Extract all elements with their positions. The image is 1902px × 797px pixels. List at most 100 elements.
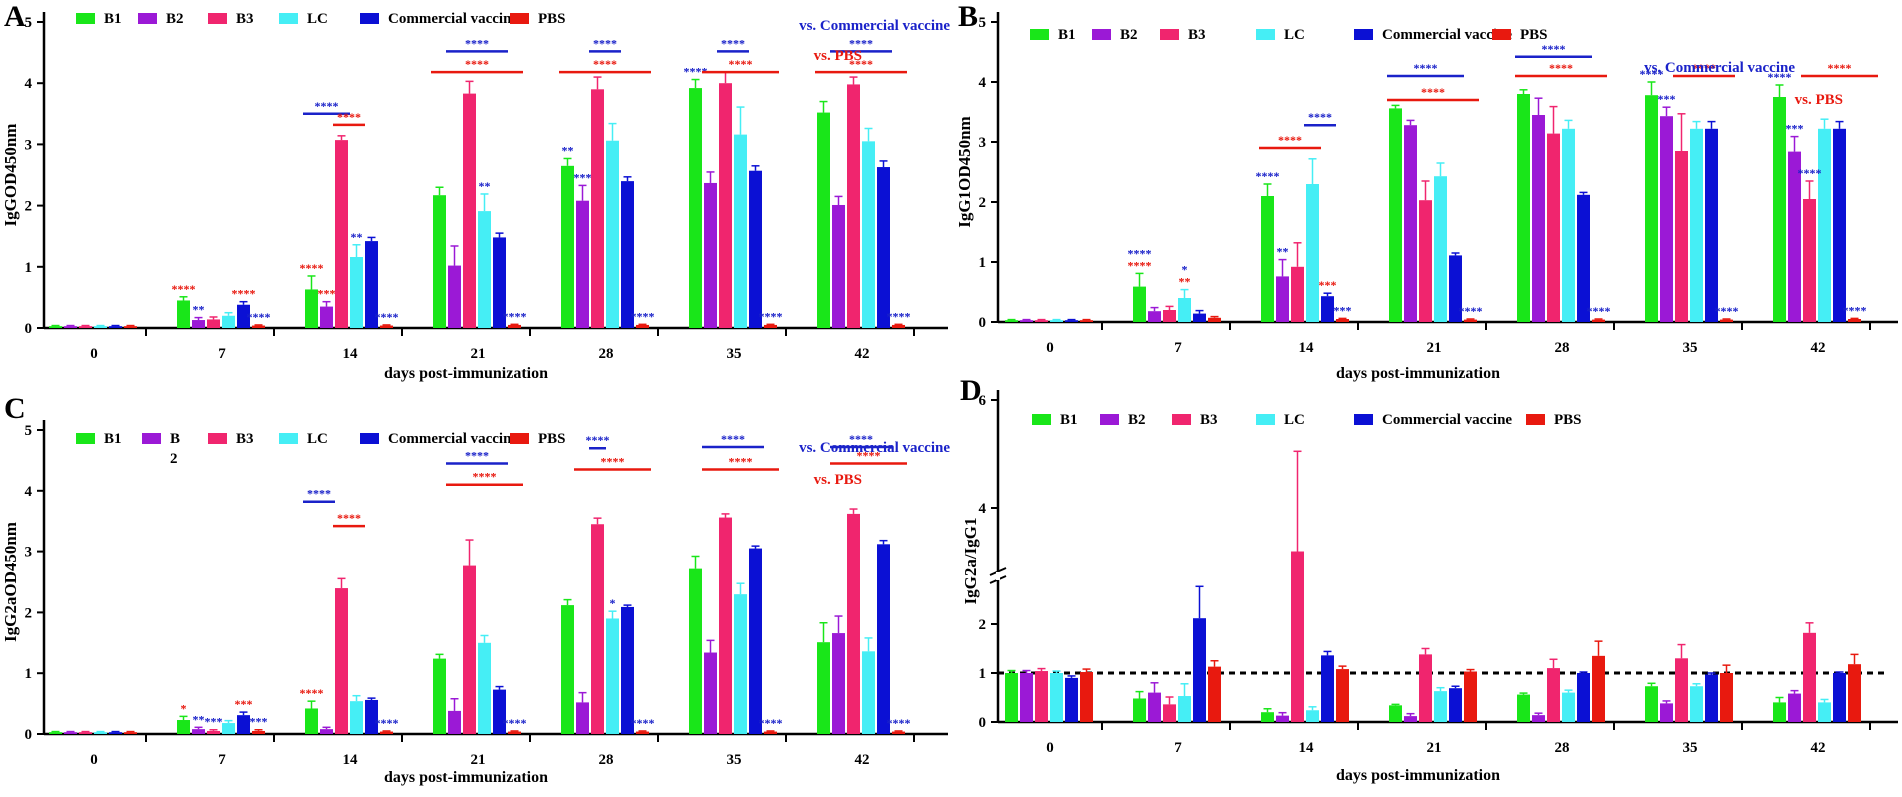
- significance-label: ****: [1828, 61, 1852, 75]
- legend-swatch: [76, 433, 95, 444]
- x-tick-label: 0: [1046, 340, 1054, 356]
- legend-label: PBS: [538, 11, 566, 27]
- y-tick-label: 1: [979, 255, 987, 271]
- bar: [1178, 298, 1191, 322]
- bar: [1193, 313, 1206, 322]
- y-tick-label: 1: [25, 666, 33, 682]
- significance-label: *: [181, 701, 187, 715]
- bar: [177, 720, 190, 734]
- significance-label: ***: [574, 170, 592, 184]
- bar: [749, 548, 762, 734]
- x-tick-label: 21: [1427, 340, 1442, 356]
- legend-swatch: [360, 433, 379, 444]
- bar: [1645, 686, 1658, 722]
- bar: [892, 731, 905, 734]
- significance-label: ****: [593, 36, 617, 50]
- legend-label: B3: [1188, 27, 1206, 43]
- legend-swatch: [510, 13, 529, 24]
- bar: [79, 326, 92, 328]
- significance-label: ****: [631, 716, 655, 730]
- bar: [94, 326, 107, 328]
- legend-label: B3: [1200, 412, 1218, 428]
- legend-label: B1: [1058, 27, 1076, 43]
- panel-b: B 0 1 2 3 4 5 0 7 14 21 28 35 42 days post-immunizatio…: [955, 0, 1898, 382]
- y-axis-label: IgG1OD450nm: [955, 116, 974, 227]
- panel-letter: A: [4, 0, 26, 33]
- bar: [561, 605, 574, 734]
- significance-label: ****: [247, 310, 271, 324]
- bar: [1419, 200, 1432, 322]
- bar: [192, 320, 205, 328]
- bar: [606, 140, 619, 328]
- bar: [689, 568, 702, 734]
- bar: [847, 84, 860, 328]
- significance-label: ****: [1843, 303, 1867, 317]
- bar: [478, 642, 491, 734]
- bar: [463, 565, 476, 734]
- significance-label: ****: [887, 309, 911, 323]
- legend-swatch: [1032, 414, 1051, 425]
- bar: [222, 315, 235, 328]
- bar: [847, 513, 860, 734]
- x-tick-label: 42: [1811, 740, 1826, 756]
- bar: [252, 730, 265, 734]
- legend-swatch: [1092, 29, 1111, 40]
- legend-swatch: [1256, 414, 1275, 425]
- axis-break: [989, 567, 1007, 576]
- bar: [1592, 319, 1605, 322]
- legend-swatch: [1256, 29, 1275, 40]
- bar: [49, 732, 62, 734]
- bar: [1773, 702, 1786, 722]
- legend-label: Commercial vaccine: [1382, 412, 1512, 428]
- significance-label: ****: [1459, 304, 1483, 318]
- panel-letter: B: [958, 0, 978, 33]
- significance-label: **: [1179, 275, 1191, 289]
- significance-label: ****: [1715, 304, 1739, 318]
- y-axis-label: IgGOD450nm: [1, 124, 20, 227]
- y-tick-label: 4: [979, 75, 987, 91]
- significance-label: ****: [586, 433, 610, 447]
- legend-swatch: [360, 13, 379, 24]
- bar: [832, 633, 845, 734]
- y-tick-label: 4: [979, 501, 987, 517]
- bar: [1005, 320, 1018, 322]
- bar: [1163, 310, 1176, 322]
- x-tick-label: 0: [90, 752, 98, 768]
- x-tick-label: 14: [343, 752, 359, 768]
- bar: [448, 265, 461, 328]
- panel-letter: D: [960, 374, 982, 407]
- legend-label: LC: [307, 431, 328, 447]
- x-tick-label: 28: [599, 752, 614, 768]
- significance-label: ****: [300, 686, 324, 700]
- bar: [1208, 317, 1221, 322]
- x-tick-label: 35: [1683, 340, 1698, 356]
- significance-label: ****: [375, 716, 399, 730]
- significance-label: ****: [631, 309, 655, 323]
- bar: [734, 134, 747, 328]
- bar: [1464, 319, 1477, 322]
- legend-label: PBS: [1554, 412, 1582, 428]
- significance-label: ****: [172, 282, 196, 296]
- significance-label: ****: [1128, 258, 1152, 272]
- legend-swatch: [510, 433, 529, 444]
- significance-label: ****: [307, 487, 331, 501]
- significance-label: ****: [1549, 61, 1573, 75]
- bar: [1562, 128, 1575, 322]
- bar: [1449, 688, 1462, 722]
- bar: [1404, 716, 1417, 722]
- bar: [109, 732, 122, 734]
- bar: [1720, 319, 1733, 322]
- bar: [94, 732, 107, 734]
- significance-label: ***: [1319, 278, 1337, 292]
- y-tick-label: 2: [979, 617, 987, 633]
- bar: [320, 306, 333, 328]
- legend-label: LC: [1284, 412, 1305, 428]
- x-tick-label: 28: [1555, 740, 1570, 756]
- bar: [350, 701, 363, 734]
- bar: [365, 699, 378, 734]
- y-axis-label: IgG2aOD450nm: [1, 522, 20, 642]
- significance-label: **: [193, 303, 205, 317]
- significance-label: ****: [375, 310, 399, 324]
- x-tick-label: 42: [1811, 340, 1826, 356]
